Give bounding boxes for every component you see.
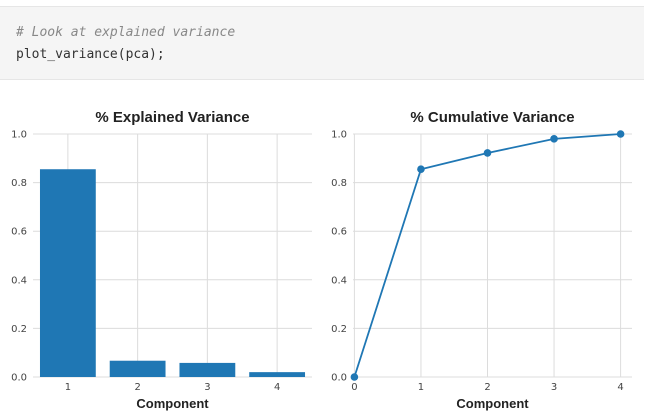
x-tick-label: 3	[551, 382, 557, 393]
cumulative-point	[550, 135, 558, 143]
explained-variance-xlabel: Component	[136, 396, 209, 411]
cumulative-point	[350, 373, 359, 381]
y-tick-label: 1.0	[331, 130, 347, 141]
y-tick-label: 0.4	[331, 275, 347, 286]
x-tick-label: 2	[134, 382, 140, 393]
cumulative-variance-xlabel: Component	[456, 396, 529, 411]
y-tick-label: 0.2	[331, 324, 347, 335]
y-tick-label: 1.0	[11, 130, 27, 141]
variance-plots: % Explained Variance Component 0.0 0.2 0.4…	[11, 109, 632, 411]
x-tick-label: 1	[65, 382, 71, 393]
variance-bar	[249, 372, 306, 377]
cumulative-variance-title: % Cumulative Variance	[410, 109, 574, 126]
variance-bar	[109, 360, 166, 377]
code-cell[interactable]: # Look at explained variance plot_varian…	[0, 6, 644, 80]
variance-bar	[39, 169, 96, 377]
explained-variance-title: % Explained Variance	[95, 109, 249, 126]
x-tick-label: 1	[418, 382, 424, 393]
cumulative-point	[417, 165, 425, 174]
x-tick-label: 2	[484, 382, 490, 393]
x-tick-label: 4	[617, 382, 623, 393]
y-tick-label: 0.0	[331, 373, 347, 384]
cumulative-point	[616, 130, 625, 138]
cumulative-point	[483, 149, 492, 157]
y-tick-label: 0.6	[11, 227, 27, 238]
x-tick-label: 0	[351, 382, 357, 393]
variance-bar	[179, 362, 236, 377]
cumulative-variance-chart: % Cumulative Variance Component 0.0 0.2 0.…	[331, 109, 632, 411]
y-tick-label: 0.8	[331, 178, 347, 189]
code-line: plot_variance(pca);	[16, 47, 165, 62]
y-tick-label: 0.0	[11, 373, 27, 384]
y-tick-label: 0.8	[11, 178, 27, 189]
x-tick-label: 3	[204, 382, 210, 393]
code-comment: # Look at explained variance	[16, 25, 236, 40]
y-tick-label: 0.2	[11, 324, 27, 335]
x-tick-label: 4	[274, 382, 280, 393]
y-tick-label: 0.4	[11, 275, 27, 286]
y-tick-label: 0.6	[331, 227, 347, 238]
explained-variance-chart: % Explained Variance Component 0.0 0.2 0.4…	[11, 109, 312, 411]
